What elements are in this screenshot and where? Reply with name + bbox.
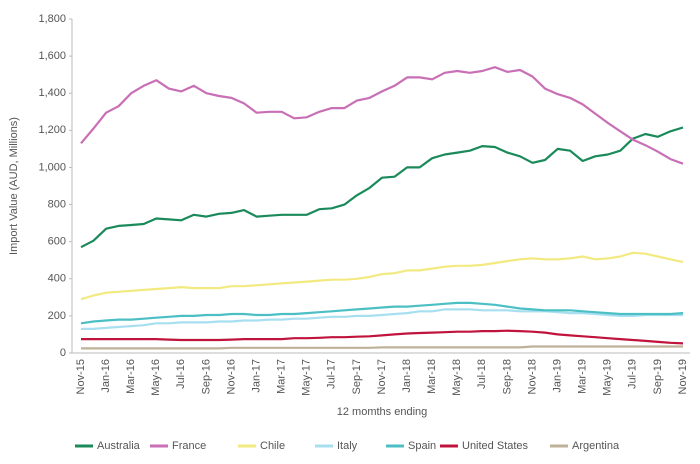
x-tick-label: Nov-15 <box>75 359 87 394</box>
x-tick-label: Nov-17 <box>376 359 388 394</box>
series-line <box>80 301 684 325</box>
y-tick-label: 600 <box>48 236 66 248</box>
series-line <box>80 251 684 301</box>
x-tick-label: Nov-18 <box>526 359 538 394</box>
x-tick-label: Jul-16 <box>175 359 187 389</box>
legend-label: France <box>172 440 206 452</box>
y-tick-label: 1,200 <box>38 124 66 136</box>
x-tick-label: Jul-19 <box>627 359 639 389</box>
y-tick-label: 200 <box>48 310 66 322</box>
x-tick-label: Sep-19 <box>652 359 664 394</box>
y-tick-label: 1,800 <box>38 13 66 25</box>
series-line <box>80 66 684 165</box>
legend-label: Chile <box>260 440 285 452</box>
series-line <box>81 329 684 345</box>
x-tick-label: Jan-19 <box>551 359 563 393</box>
x-tick-label: Jan-16 <box>100 359 112 393</box>
x-tick-label: Jul-17 <box>326 359 338 389</box>
x-tick-label: Sep-18 <box>501 359 513 394</box>
legend-label: Italy <box>337 440 358 452</box>
series-line <box>81 345 683 350</box>
x-tick-label: Jul-18 <box>476 359 488 389</box>
y-tick-label: 400 <box>48 273 66 285</box>
x-tick-label: Sep-16 <box>200 359 212 394</box>
x-tick-label: Mar-16 <box>125 359 137 394</box>
x-tick-label: Nov-19 <box>677 359 689 394</box>
x-tick-label: Mar-18 <box>426 359 438 394</box>
y-axis-label: Import Value (AUD, Millions) <box>8 117 20 255</box>
x-axis-label: 12 momths ending <box>337 406 428 418</box>
x-tick-label: Jan-18 <box>401 359 413 393</box>
legend-label: Spain <box>408 440 436 452</box>
x-tick-label: Nov-16 <box>225 359 237 394</box>
x-tick-label: May-17 <box>301 359 313 396</box>
x-tick-label: May-16 <box>150 359 162 396</box>
x-tick-label: Sep-17 <box>351 359 363 394</box>
y-tick-label: 1,400 <box>38 87 66 99</box>
x-tick-label: Mar-17 <box>276 359 288 394</box>
legend-label: Australia <box>97 440 141 452</box>
y-tick-label: 0 <box>60 347 66 359</box>
series-line <box>80 126 684 249</box>
y-tick-label: 800 <box>48 198 66 210</box>
x-tick-label: Jan-17 <box>250 359 262 393</box>
x-tick-label: May-19 <box>602 359 614 396</box>
x-tick-label: Mar-19 <box>577 359 589 394</box>
y-tick-label: 1,600 <box>38 50 66 62</box>
legend-label: United States <box>462 440 529 452</box>
legend-label: Argentina <box>572 440 620 452</box>
x-tick-label: May-18 <box>451 359 463 396</box>
y-tick-label: 1,000 <box>38 161 66 173</box>
series-line <box>81 308 683 330</box>
